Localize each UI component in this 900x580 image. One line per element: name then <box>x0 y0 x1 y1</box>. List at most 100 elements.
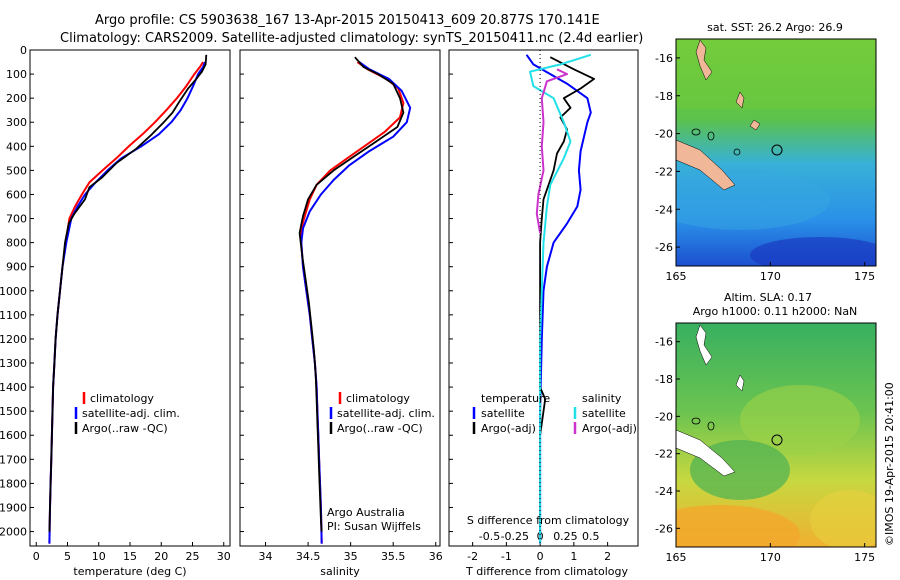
y-tick-label: 900 <box>6 261 27 274</box>
legend-argo-label: Argo(..raw -QC) <box>337 422 423 435</box>
legend-t-argo-label: Argo(-adj) <box>481 422 536 435</box>
island-outline <box>691 417 701 425</box>
x-tick-label: 34 <box>259 550 273 563</box>
map-x-tick-label: 170 <box>760 270 781 283</box>
sst-cold-patch <box>750 237 876 266</box>
x-tick-label: 0 <box>537 550 544 563</box>
y-tick-label: 1400 <box>0 381 27 394</box>
sst-field <box>676 39 876 266</box>
argo-australia-label: Argo Australia <box>327 506 405 519</box>
map-y-tick-label: -16 <box>655 52 673 65</box>
difference-legend: temperature satellite Argo(-adj) salinit… <box>472 392 637 435</box>
y-tick-label: 1100 <box>0 309 27 322</box>
island-outline <box>733 148 741 156</box>
sla-field <box>676 323 876 547</box>
sla-map-frame <box>675 322 877 548</box>
x-tick-label: 2 <box>604 550 611 563</box>
y-tick-label: 1300 <box>0 357 27 370</box>
y-tick-label: 500 <box>6 164 27 177</box>
map-y-tick-label: -22 <box>655 165 673 178</box>
legend-satellite-label: satellite-adj. clim. <box>337 407 435 420</box>
x-tick-label: 1 <box>570 550 577 563</box>
series-line-s-argo-adj- <box>535 68 569 234</box>
y-tick-label: 800 <box>6 237 27 250</box>
salinity-xlabel: salinity <box>320 565 360 578</box>
map-y-tick-label: -18 <box>655 90 673 103</box>
legend-climatology-label: climatology <box>90 392 154 405</box>
salinity-legend: climatology satellite-adj. clim. Argo(..… <box>327 392 435 533</box>
island-land <box>695 324 713 366</box>
y-tick-label: 1700 <box>0 453 27 466</box>
series-line-argo-raw-qc- <box>48 54 208 532</box>
y-tick-label: 0 <box>20 44 27 57</box>
difference-xlabel-top: S difference from climatology <box>467 514 630 527</box>
y-tick-label: 1600 <box>0 429 27 442</box>
header-line1: Argo profile: CS 5903638_167 13-Apr-2015… <box>95 13 600 28</box>
series-line-argo-raw-qc- <box>298 56 405 532</box>
x-tick-label: 30 <box>217 550 231 563</box>
island-land <box>749 119 761 131</box>
difference-panel-frame <box>448 49 639 547</box>
sla-map-ticks: 165 170 175 -16 -18 -20 -22 -24 -26 <box>655 336 875 564</box>
sla-high-patch <box>740 385 860 455</box>
sst-map-title: sat. SST: 26.2 Argo: 26.9 <box>707 21 843 34</box>
argo-location-marker <box>771 434 783 446</box>
axis-ticks-layer: 0 5 10 15 20 25 300100200300400500600700800900… <box>0 44 611 563</box>
s-diff-tick-label: -0.25 <box>501 530 529 543</box>
y-tick-label: 400 <box>6 140 27 153</box>
y-tick-label: 1900 <box>0 501 27 514</box>
legend-t-satellite-label: satellite <box>481 407 525 420</box>
difference-xlabel: T difference from climatology <box>465 565 628 578</box>
map-y-tick-label: -22 <box>655 448 673 461</box>
legend-s-argo-label: Argo(-adj) <box>582 422 637 435</box>
island-land <box>735 374 745 392</box>
map-x-tick-label: 170 <box>760 551 781 564</box>
sst-map-frame <box>675 38 877 267</box>
y-tick-label: 2000 <box>0 526 27 539</box>
series-line-s-satellite <box>529 53 592 544</box>
series-layer <box>48 53 595 544</box>
map-y-tick-label: -26 <box>655 522 673 535</box>
legend-satellite-label: satellite-adj. clim. <box>82 407 180 420</box>
new-caledonia-land <box>676 429 736 477</box>
map-y-tick-label: -26 <box>655 241 673 254</box>
s-diff-tick-label: -0.5 <box>479 530 500 543</box>
x-tick-label: 15 <box>123 550 137 563</box>
map-y-tick-label: -18 <box>655 373 673 386</box>
x-tick-label: -1 <box>501 550 512 563</box>
map-y-tick-label: -20 <box>655 410 673 423</box>
series-line-t-satellite <box>525 54 592 544</box>
x-tick-label: 34.5 <box>296 550 321 563</box>
s-diff-tick-label: 0.5 <box>582 530 600 543</box>
map-y-tick-label: -24 <box>655 203 673 216</box>
sst-map-ticks: 165 170 175 -16 -18 -20 -22 -24 -26 <box>655 52 875 283</box>
map-y-tick-label: -16 <box>655 336 673 349</box>
x-tick-label: 25 <box>186 550 200 563</box>
island-land <box>695 39 713 81</box>
x-tick-label: 20 <box>154 550 168 563</box>
salinity-panel-frame <box>239 49 441 547</box>
argo-location-marker <box>771 144 783 156</box>
island-outline <box>707 131 715 141</box>
imos-side-label: ©IMOS 19-Apr-2015 20:41:00 <box>883 382 896 546</box>
temperature-legend: climatology satellite-adj. clim. Argo(..… <box>74 392 180 435</box>
series-line-satellite-adj-clim- <box>48 61 206 544</box>
x-tick-label: 10 <box>92 550 106 563</box>
sla-map-subtitle: Argo h1000: 0.11 h2000: NaN <box>693 305 858 318</box>
new-caledonia-land <box>676 139 736 191</box>
legend-climatology-label: climatology <box>346 392 410 405</box>
y-tick-label: 1000 <box>0 285 27 298</box>
y-tick-label: 600 <box>6 188 27 201</box>
header-line2: Climatology: CARS2009. Satellite-adjuste… <box>60 31 643 46</box>
series-line-climatology <box>48 61 204 544</box>
y-tick-label: 200 <box>6 92 27 105</box>
sla-high-patch <box>676 505 800 547</box>
pi-label: PI: Susan Wijffels <box>327 520 421 533</box>
island-outline <box>707 421 715 431</box>
legend-s-satellite-label: satellite <box>582 407 626 420</box>
temperature-xlabel: temperature (deg C) <box>73 565 186 578</box>
island-land <box>735 91 745 109</box>
y-tick-label: 1200 <box>0 333 27 346</box>
